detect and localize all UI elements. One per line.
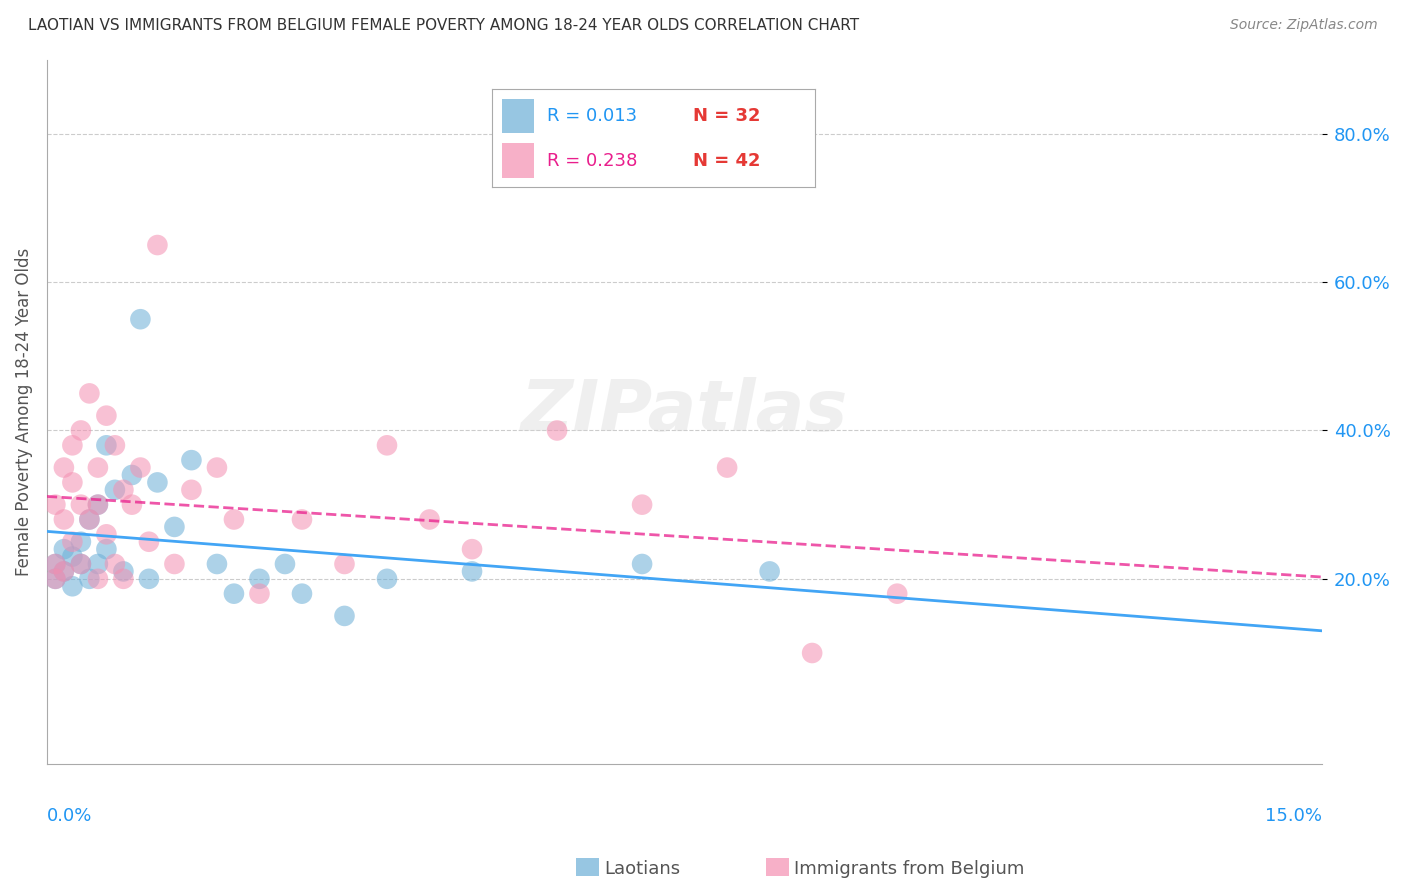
Point: [52, 542, 75, 557]
Point: [461, 565, 484, 579]
Point: [121, 467, 143, 482]
Point: [758, 565, 780, 579]
Point: [52, 565, 75, 579]
Point: [44, 557, 66, 571]
Point: [461, 542, 484, 557]
Point: [52, 460, 75, 475]
Point: [87, 557, 110, 571]
Point: [79, 512, 101, 526]
Point: [138, 534, 160, 549]
Point: [44, 572, 66, 586]
Point: [79, 572, 101, 586]
Point: [104, 438, 127, 452]
Point: [60, 534, 83, 549]
Point: [112, 483, 135, 497]
Point: [631, 557, 654, 571]
Point: [70, 498, 93, 512]
Point: [138, 572, 160, 586]
Point: [418, 512, 440, 526]
Text: 15.0%: 15.0%: [1265, 806, 1322, 824]
Point: [87, 498, 110, 512]
Point: [129, 312, 152, 326]
Point: [96, 527, 118, 541]
Point: [375, 572, 398, 586]
Point: [60, 549, 83, 564]
Y-axis label: Female Poverty Among 18-24 Year Olds: Female Poverty Among 18-24 Year Olds: [15, 248, 32, 576]
Point: [96, 542, 118, 557]
Text: LAOTIAN VS IMMIGRANTS FROM BELGIUM FEMALE POVERTY AMONG 18-24 YEAR OLDS CORRELAT: LAOTIAN VS IMMIGRANTS FROM BELGIUM FEMAL…: [28, 18, 859, 33]
Point: [52, 512, 75, 526]
Point: [44, 498, 66, 512]
Point: [112, 565, 135, 579]
Point: [87, 460, 110, 475]
Point: [205, 460, 228, 475]
Point: [333, 608, 356, 623]
Point: [79, 386, 101, 401]
Point: [112, 572, 135, 586]
Point: [60, 579, 83, 593]
Point: [291, 512, 314, 526]
Point: [222, 587, 245, 601]
Point: [886, 587, 908, 601]
Point: [44, 572, 66, 586]
Text: Source: ZipAtlas.com: Source: ZipAtlas.com: [1230, 18, 1378, 32]
Bar: [502, 143, 534, 178]
Point: [87, 498, 110, 512]
Point: [121, 498, 143, 512]
Text: N = 32: N = 32: [693, 107, 761, 125]
Point: [375, 438, 398, 452]
Text: 0.0%: 0.0%: [46, 806, 93, 824]
Point: [291, 587, 314, 601]
Point: [222, 512, 245, 526]
Point: [546, 424, 568, 438]
Point: [60, 475, 83, 490]
Point: [180, 453, 202, 467]
Point: [146, 238, 169, 252]
Point: [96, 438, 118, 452]
Text: N = 42: N = 42: [693, 152, 761, 169]
Point: [274, 557, 297, 571]
Point: [180, 483, 202, 497]
Point: [60, 438, 83, 452]
Point: [205, 557, 228, 571]
Text: R = 0.238: R = 0.238: [547, 152, 637, 169]
Point: [70, 424, 93, 438]
Point: [70, 557, 93, 571]
Point: [146, 475, 169, 490]
Point: [333, 557, 356, 571]
Point: [163, 520, 186, 534]
Point: [129, 460, 152, 475]
Point: [104, 557, 127, 571]
Point: [70, 534, 93, 549]
Text: Immigrants from Belgium: Immigrants from Belgium: [794, 860, 1025, 878]
Point: [52, 565, 75, 579]
Point: [249, 572, 271, 586]
Bar: [502, 99, 534, 133]
Point: [631, 498, 654, 512]
Text: Laotians: Laotians: [605, 860, 681, 878]
Point: [70, 557, 93, 571]
Point: [96, 409, 118, 423]
Point: [249, 587, 271, 601]
Point: [87, 572, 110, 586]
Text: ZIPatlas: ZIPatlas: [520, 377, 848, 446]
Point: [801, 646, 824, 660]
Point: [79, 512, 101, 526]
Point: [163, 557, 186, 571]
Point: [104, 483, 127, 497]
Point: [716, 460, 738, 475]
Point: [44, 557, 66, 571]
Text: R = 0.013: R = 0.013: [547, 107, 637, 125]
